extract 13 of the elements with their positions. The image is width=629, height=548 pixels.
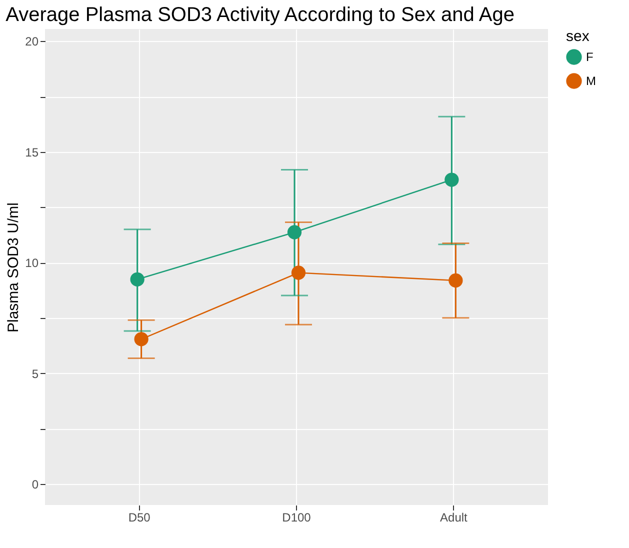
y-tick-label: 0 <box>32 477 39 492</box>
y-tick-label: 5 <box>32 366 39 381</box>
legend-label: F <box>586 50 594 64</box>
y-axis-title: Plasma SOD3 U/ml <box>5 202 22 333</box>
chart-title: Average Plasma SOD3 Activity According to Sex and Age <box>6 4 514 26</box>
x-tick-label: D50 <box>128 510 151 524</box>
y-tick-label: 20 <box>25 34 39 49</box>
y-tick-label: 15 <box>25 145 39 160</box>
legend-title: sex <box>566 28 590 45</box>
y-tick-label: 10 <box>25 256 39 270</box>
legend-label: M <box>586 74 596 88</box>
x-tick-label: Adult <box>440 510 468 524</box>
x-tick-label: D100 <box>282 510 312 524</box>
